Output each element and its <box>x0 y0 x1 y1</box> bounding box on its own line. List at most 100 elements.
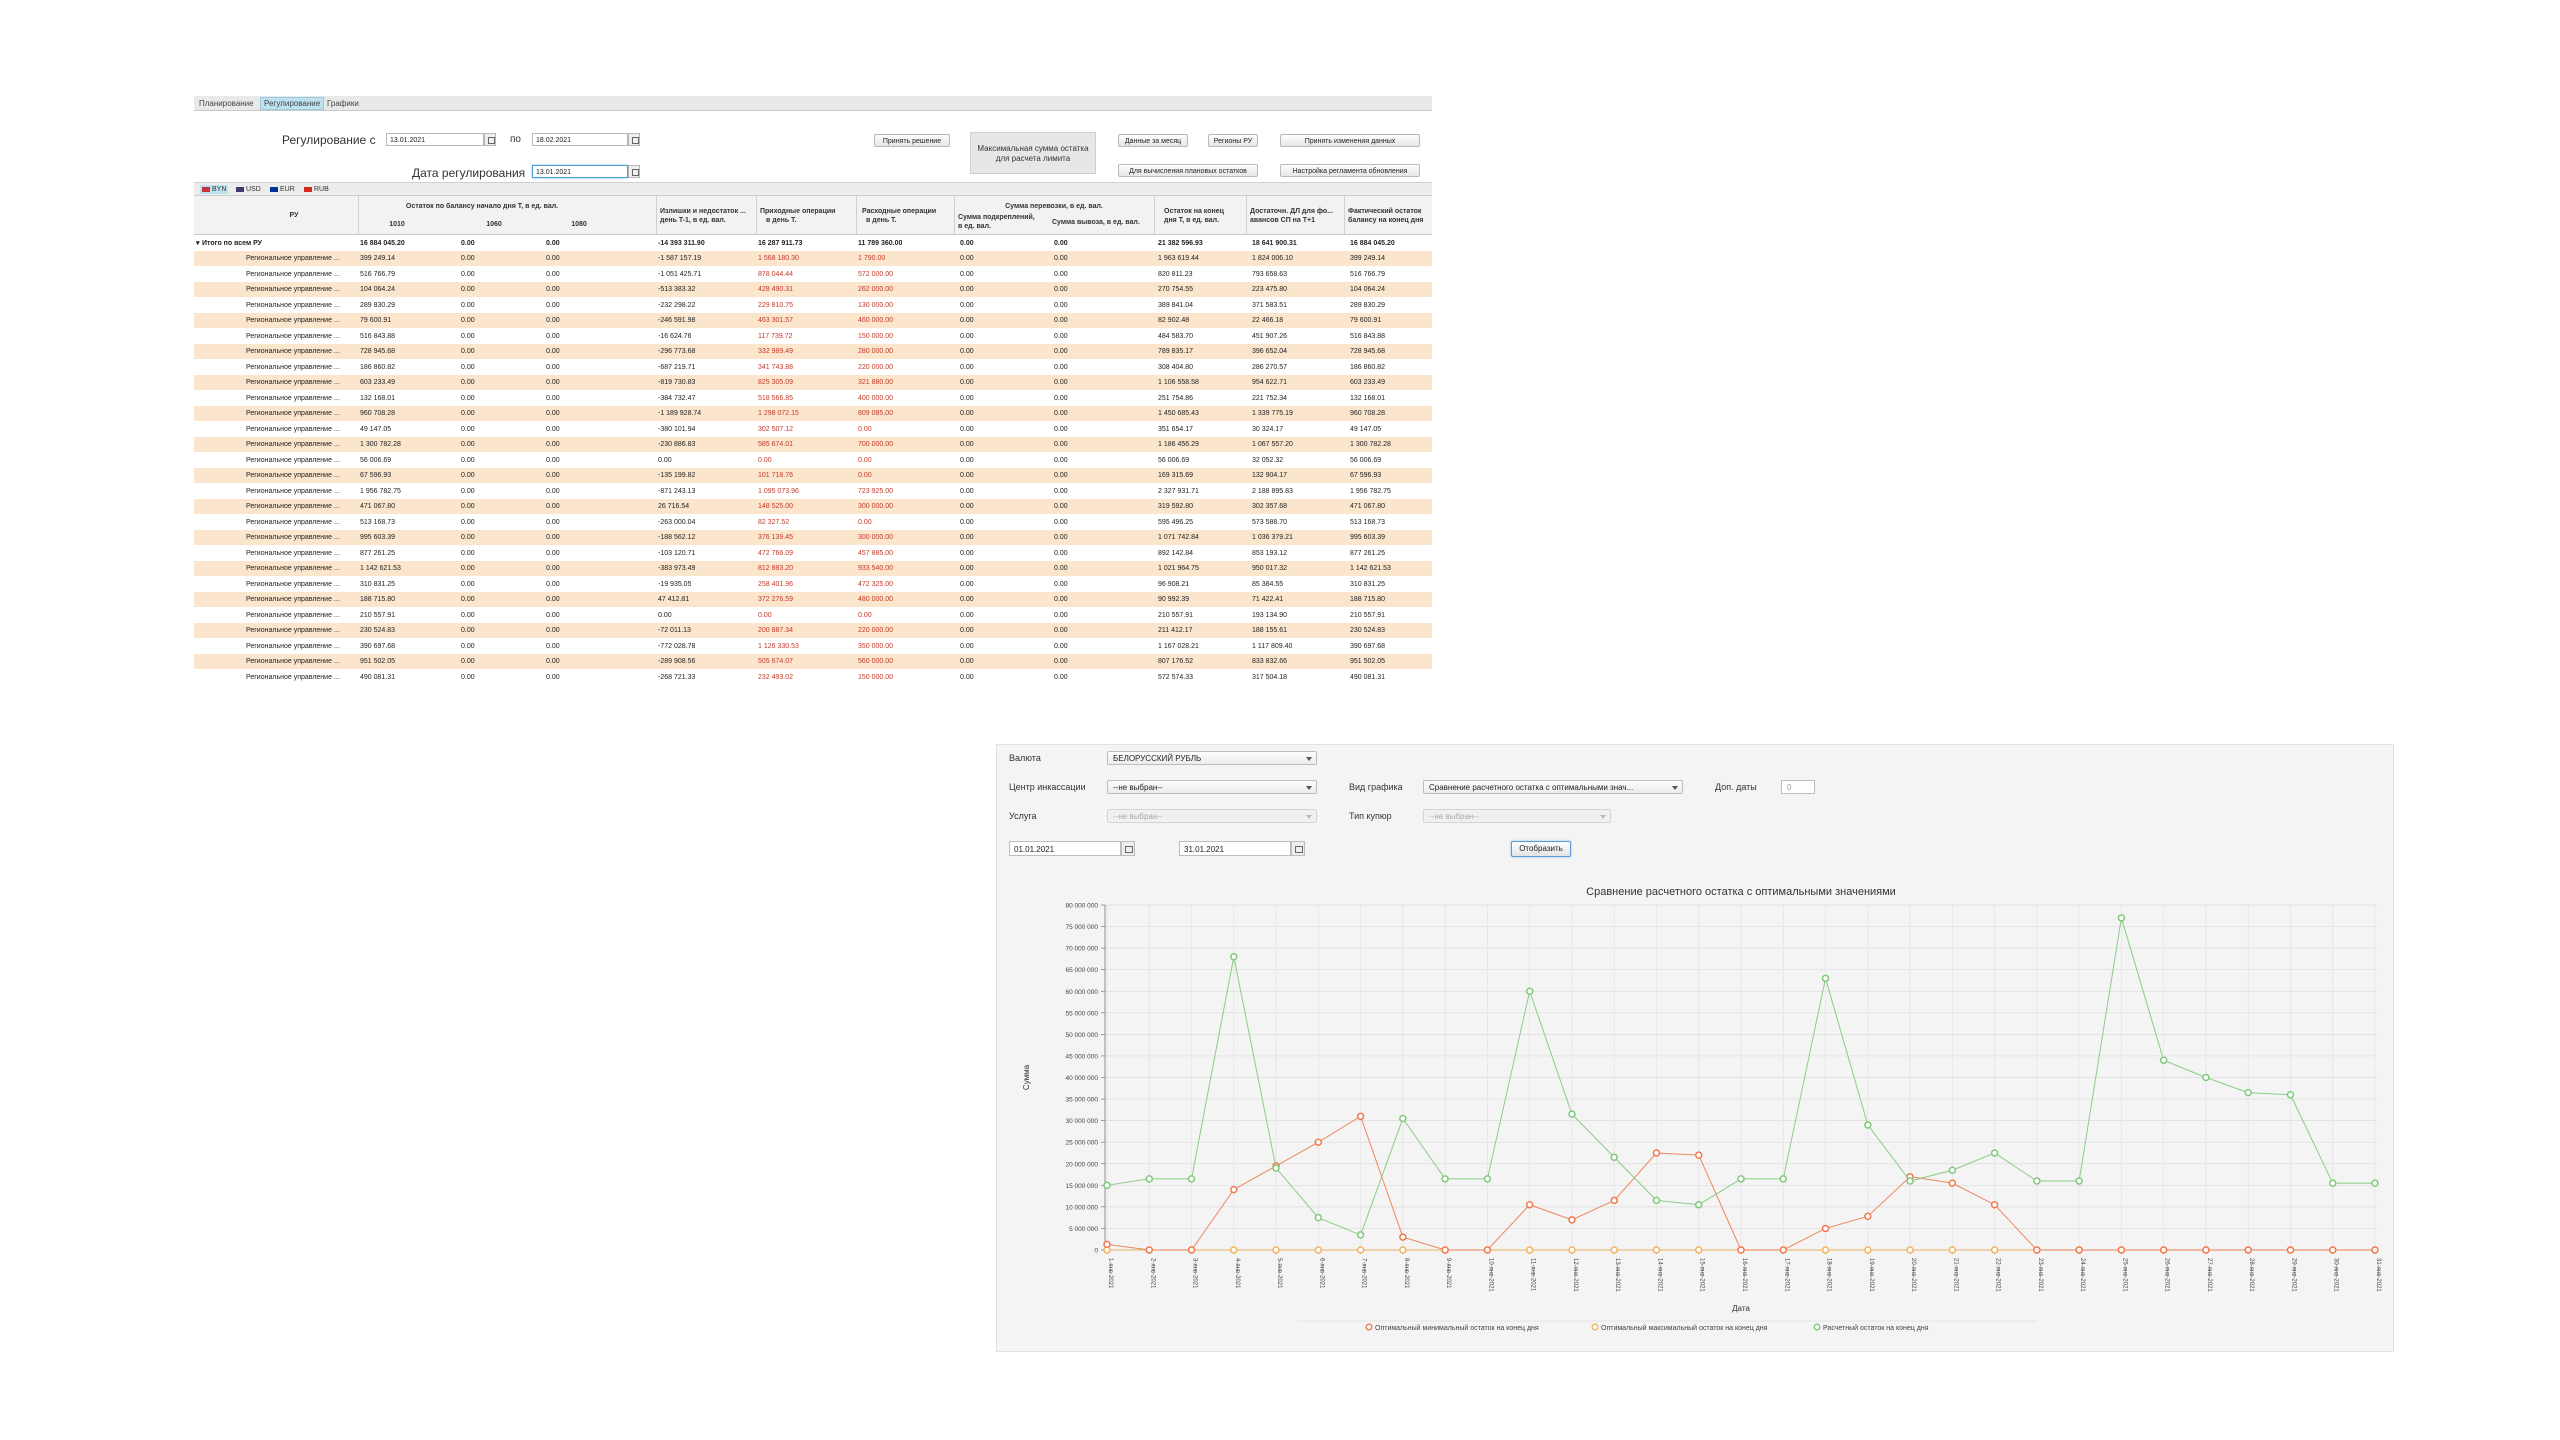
table-row[interactable]: Региональное управление ... 56 006.69 0.00… <box>194 453 1432 468</box>
table-row[interactable]: Региональное управление ... 1 142 621.53 0… <box>194 561 1432 576</box>
table-row[interactable]: Региональное управление ... 210 557.91 0.0… <box>194 608 1432 623</box>
table-row[interactable]: Региональное управление ... 230 524.83 0.0… <box>194 623 1432 638</box>
month-data-button[interactable]: Данные за месяц <box>1118 134 1188 147</box>
table-cell: 0.00 <box>960 673 974 681</box>
table-cell: 0.00 <box>1054 534 1068 541</box>
table-row[interactable]: Региональное управление ... 513 168.73 0.0… <box>194 515 1432 530</box>
table-cell: 460 000.00 <box>858 317 894 324</box>
period-to-field[interactable]: 18.02.2021 <box>532 133 628 146</box>
calendar-icon[interactable] <box>1291 841 1305 856</box>
table-cell: 1 071 742.84 <box>1158 534 1199 541</box>
table-cell: 457 885.00 <box>858 549 894 557</box>
period-from-field[interactable]: 13.01.2021 <box>386 133 484 146</box>
regions-button[interactable]: Регионы РУ <box>1208 134 1258 147</box>
y-tick-label: 80 000 000 <box>1065 903 1098 910</box>
table-row[interactable]: Региональное управление ... 188 715.80 0.0… <box>194 592 1432 607</box>
col-1080[interactable]: 1080 <box>571 221 587 228</box>
show-button[interactable]: Отобразить <box>1511 841 1571 857</box>
table-cell: 1 117 809.40 <box>1252 642 1293 650</box>
table-row[interactable]: Региональное управление ... 516 843.88 0.0… <box>194 329 1432 344</box>
calendar-icon[interactable] <box>628 165 640 178</box>
chart-date-from[interactable]: 01.01.2021 <box>1009 841 1121 856</box>
col-expense[interactable]: Расходные операции <box>862 208 937 215</box>
col-export[interactable]: Сумма вывоза, в ед. вал. <box>1052 219 1140 226</box>
table-row[interactable]: Региональное управление ... 728 945.68 0.0… <box>194 344 1432 359</box>
table-row[interactable]: Региональное управление ... 516 766.79 0.0… <box>194 267 1432 282</box>
table-row[interactable]: Региональное управление ... 995 603.39 0.0… <box>194 530 1432 545</box>
table-row[interactable]: Региональное управление ... 132 168.01 0.0… <box>194 391 1432 406</box>
table-row[interactable]: Региональное управление ... 877 261.25 0.0… <box>194 546 1432 561</box>
plan-balance-button[interactable]: Для вычисления плановых остатков <box>1118 164 1258 177</box>
col-sufficiency[interactable]: Достаточн. ДЛ для фо... <box>1250 208 1333 215</box>
data-point <box>1483 1246 1492 1254</box>
col-ru[interactable]: РУ <box>289 212 299 219</box>
tab-regulation[interactable]: Регулирование <box>260 97 325 110</box>
table-row[interactable]: Региональное управление ... 49 147.05 0.00… <box>194 422 1432 437</box>
table-row[interactable]: Региональное управление ... 960 708.28 0.0… <box>194 406 1432 421</box>
row-label: Региональное управление ... <box>246 456 340 464</box>
expand-icon[interactable]: ▾ <box>196 240 200 247</box>
table-cell: 0.00 <box>960 286 974 293</box>
currency-tab-rub[interactable]: RUB <box>302 185 331 194</box>
accept-decision-button[interactable]: Принять решение <box>874 134 950 147</box>
table-cell: 56 006.69 <box>1350 456 1382 464</box>
tab-planning[interactable]: Планирование <box>199 99 254 108</box>
col-1060[interactable]: 1060 <box>486 221 502 228</box>
currency-tab-usd[interactable]: USD <box>234 185 263 194</box>
table-cell: 210 557.91 <box>360 611 396 619</box>
table-row[interactable]: Региональное управление ... 104 064.24 0.0… <box>194 282 1432 297</box>
calendar-icon[interactable] <box>628 133 640 146</box>
service-combo[interactable]: --не выбран-- <box>1107 809 1317 823</box>
calendar-icon[interactable] <box>1121 841 1135 856</box>
data-point <box>2244 1246 2252 1254</box>
currency-tab-byn[interactable]: BYN <box>200 185 229 194</box>
table-cell: 310 831.25 <box>360 580 396 588</box>
table-row[interactable]: Региональное управление ... 79 600.91 0.00… <box>194 313 1432 328</box>
table-cell: 0.00 <box>858 425 872 433</box>
currency-tab-eur[interactable]: EUR <box>268 185 297 194</box>
data-point <box>1864 1121 1872 1129</box>
col-1010[interactable]: 1010 <box>389 221 405 228</box>
col-reinforce[interactable]: Сумма подкреплений, <box>958 214 1035 221</box>
extra-dates-field[interactable]: 0 <box>1781 780 1815 794</box>
col-surplus[interactable]: Излишки и недостаток ... <box>660 208 746 215</box>
table-cell: 0.00 <box>1054 363 1068 371</box>
row-label: Региональное управление ... <box>246 611 340 619</box>
table-cell: 0.00 <box>960 332 974 340</box>
table-cell: 0.00 <box>960 549 974 557</box>
apply-changes-button[interactable]: Принять изменения данных <box>1280 134 1420 147</box>
col-income[interactable]: Приходные операции <box>760 208 836 215</box>
max-sum-box[interactable]: Максимальная сумма остатка для расчета л… <box>970 132 1096 174</box>
currency-combo[interactable]: БЕЛОРУССКИЙ РУБЛЬ <box>1107 751 1317 765</box>
table-row[interactable]: Региональное управление ... 603 233.49 0.0… <box>194 375 1432 390</box>
center-combo[interactable]: --не выбран-- <box>1107 780 1317 794</box>
table-row[interactable]: Региональное управление ... 490 081.31 0.0… <box>194 670 1432 685</box>
update-settings-button[interactable]: Настройка регламента обновления <box>1280 164 1420 177</box>
chart-type-combo[interactable]: Сравнение расчетного остатка с оптимальн… <box>1423 780 1683 794</box>
data-point <box>1272 1164 1280 1172</box>
table-row[interactable]: Региональное управление ... 390 697.68 0.0… <box>194 639 1432 654</box>
chart-date-to[interactable]: 31.01.2021 <box>1179 841 1291 856</box>
table-row[interactable]: Региональное управление ... 1 956 782.75 0… <box>194 484 1432 499</box>
table-row[interactable]: Региональное управление ... 289 830.29 0.0… <box>194 298 1432 313</box>
table-row[interactable]: Региональное управление ... 471 067.80 0.0… <box>194 499 1432 514</box>
table-row[interactable]: Региональное управление ... 310 831.25 0.0… <box>194 577 1432 592</box>
coupon-combo[interactable]: --не выбран-- <box>1423 809 1611 823</box>
table-row[interactable]: Региональное управление ... 186 860.82 0.0… <box>194 360 1432 375</box>
table-row[interactable]: Региональное управление ... 399 249.14 0.0… <box>194 251 1432 266</box>
table-row[interactable]: Региональное управление ... 951 502.05 0.0… <box>194 654 1432 669</box>
table-cell: 1 956 782.75 <box>360 487 401 495</box>
x-tick-label: 19-янв-2021 <box>1868 1258 1874 1292</box>
col-end-balance[interactable]: Остаток на конец <box>1164 208 1224 215</box>
tab-charts[interactable]: Графики <box>327 99 359 108</box>
table-row[interactable]: Региональное управление ... 1 300 782.28 0… <box>194 437 1432 452</box>
table-row[interactable]: Региональное управление ... 67 596.93 0.00… <box>194 468 1432 483</box>
table-cell: 560 000.00 <box>858 658 894 665</box>
col-actual[interactable]: Фактический остаток <box>1348 208 1422 215</box>
x-tick-label: 16-янв-2021 <box>1741 1258 1747 1292</box>
reg-date-field[interactable]: 13.01.2021 <box>532 165 628 178</box>
table-cell: -246 591.98 <box>658 317 696 324</box>
calendar-icon[interactable] <box>484 133 496 146</box>
row-label: Региональное управление ... <box>246 472 340 479</box>
total-row[interactable]: Итого по всем РУ 16 884 045.20 0.00 0.00 -14… <box>194 236 1432 251</box>
